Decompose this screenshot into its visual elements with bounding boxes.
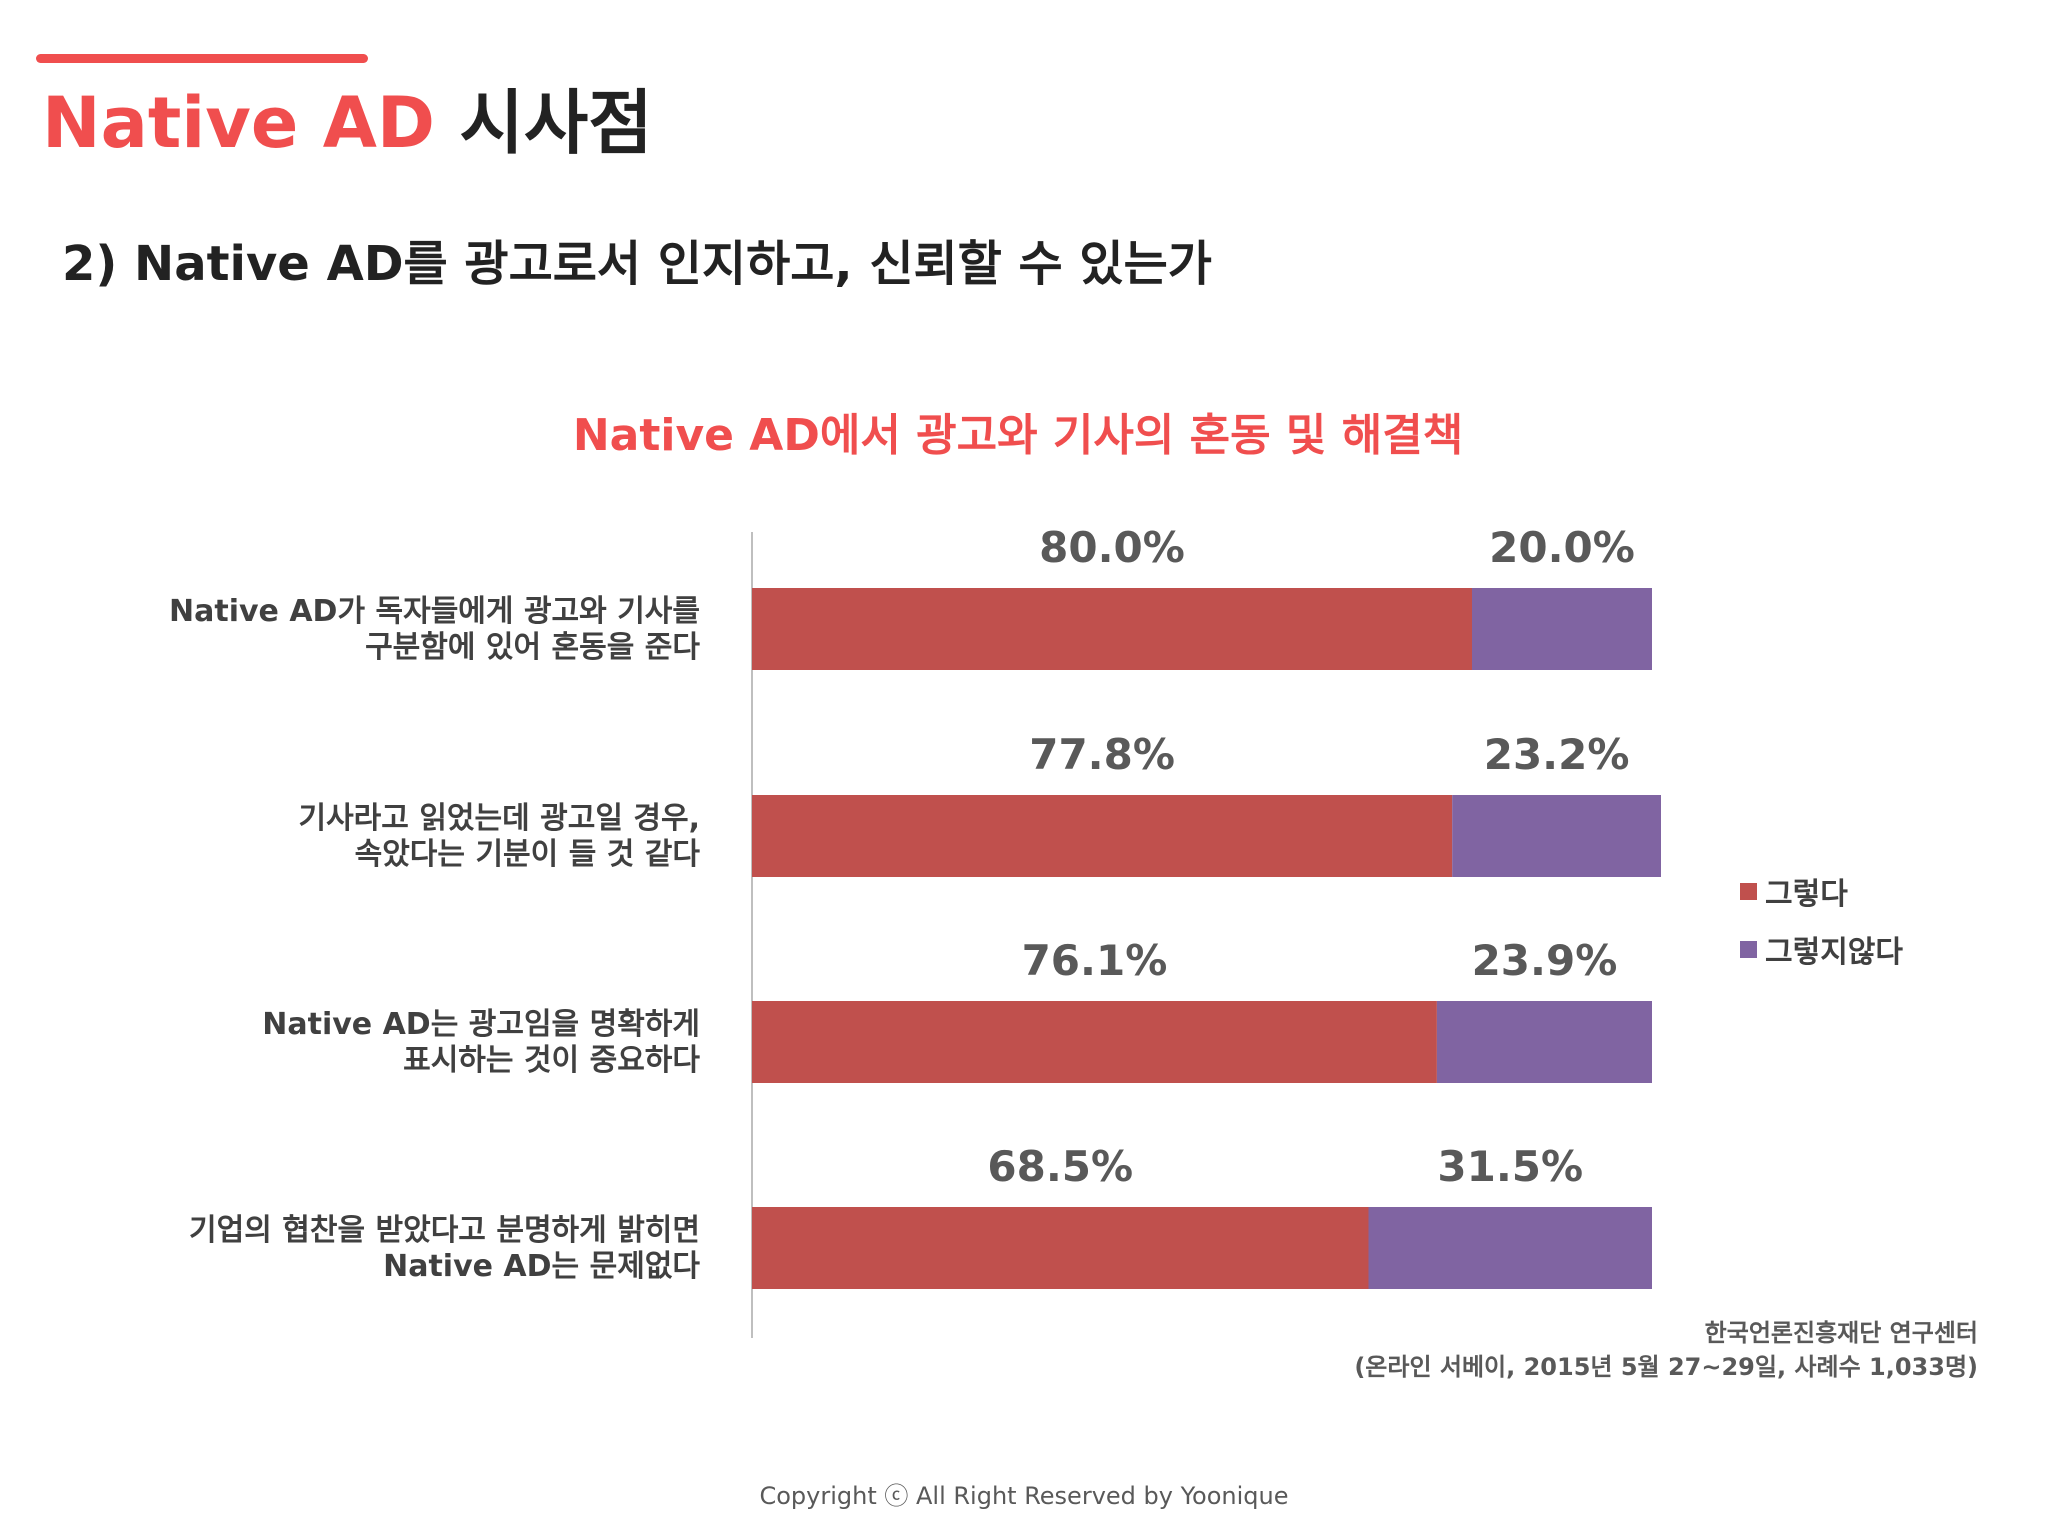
copyright-footer: Copyright ⓒ All Right Reserved by Yooniq… bbox=[759, 1482, 1289, 1510]
page-title-brand: Native AD bbox=[42, 82, 436, 164]
category-label-1-line-1: Native AD가 독자들에게 광고와 기사를 bbox=[169, 594, 700, 629]
bar-segment-no-4 bbox=[1368, 1207, 1652, 1289]
source-line-1: 한국언론진흥재단 연구센터 bbox=[1704, 1319, 1978, 1347]
data-label-yes-2: 77.8% bbox=[1029, 730, 1175, 779]
bar-segment-no-1 bbox=[1472, 588, 1652, 670]
legend-swatch-no bbox=[1740, 940, 1757, 958]
legend-label-yes: 그렇다 bbox=[1765, 877, 1848, 912]
chart-title: Native AD에서 광고와 기사의 혼동 및 해결책 bbox=[0, 406, 2048, 466]
bar-segment-yes-2 bbox=[752, 795, 1453, 877]
legend-item-no: 그렇지않다 bbox=[1740, 920, 1903, 978]
chart-legend: 그렇다 그렇지않다 bbox=[1740, 862, 1903, 978]
category-label-3-line-2: 표시하는 것이 중요하다 bbox=[403, 1043, 700, 1078]
data-label-yes-4: 68.5% bbox=[987, 1142, 1133, 1191]
page-title: Native AD 시사점 bbox=[42, 78, 653, 168]
bar-segment-yes-1 bbox=[752, 588, 1472, 670]
legend-item-yes: 그렇다 bbox=[1740, 862, 1903, 920]
section-subtitle: 2) Native AD를 광고로서 인지하고, 신뢰할 수 있는가 bbox=[62, 236, 1212, 292]
page-title-rest: 시사점 bbox=[459, 82, 653, 164]
legend-label-no: 그렇지않다 bbox=[1765, 935, 1903, 970]
data-label-yes-3: 76.1% bbox=[1022, 936, 1168, 985]
category-label-3-line-1: Native AD는 광고임을 명확하게 bbox=[262, 1007, 700, 1042]
chart-title-text: Native AD에서 광고와 기사의 혼동 및 해결책 bbox=[572, 410, 1464, 461]
source-note: 한국언론진흥재단 연구센터 (온라인 서베이, 2015년 5월 27~29일,… bbox=[1354, 1316, 1978, 1384]
data-label-no-1: 20.0% bbox=[1489, 523, 1635, 572]
title-accent-line bbox=[36, 54, 368, 63]
bar-segment-no-2 bbox=[1452, 795, 1661, 877]
data-label-no-4: 31.5% bbox=[1437, 1142, 1583, 1191]
data-label-no-2: 23.2% bbox=[1484, 730, 1630, 779]
category-label-4-line-2: Native AD는 문제없다 bbox=[383, 1249, 700, 1284]
source-line-2: (온라인 서베이, 2015년 5월 27~29일, 사례수 1,033명) bbox=[1354, 1353, 1978, 1381]
data-label-yes-1: 80.0% bbox=[1039, 523, 1185, 572]
bar-segment-yes-4 bbox=[752, 1207, 1369, 1289]
legend-swatch-yes bbox=[1740, 882, 1757, 900]
category-label-2-line-1: 기사라고 읽었는데 광고일 경우, bbox=[298, 801, 700, 836]
category-label-1-line-2: 구분함에 있어 혼동을 준다 bbox=[365, 630, 700, 665]
bar-segment-no-3 bbox=[1436, 1001, 1652, 1083]
data-label-no-3: 23.9% bbox=[1472, 936, 1618, 985]
category-label-2-line-2: 속았다는 기분이 들 것 같다 bbox=[355, 837, 701, 872]
bar-segment-yes-3 bbox=[752, 1001, 1437, 1083]
category-label-4-line-1: 기업의 협찬을 받았다고 분명하게 밝히면 bbox=[189, 1213, 700, 1248]
